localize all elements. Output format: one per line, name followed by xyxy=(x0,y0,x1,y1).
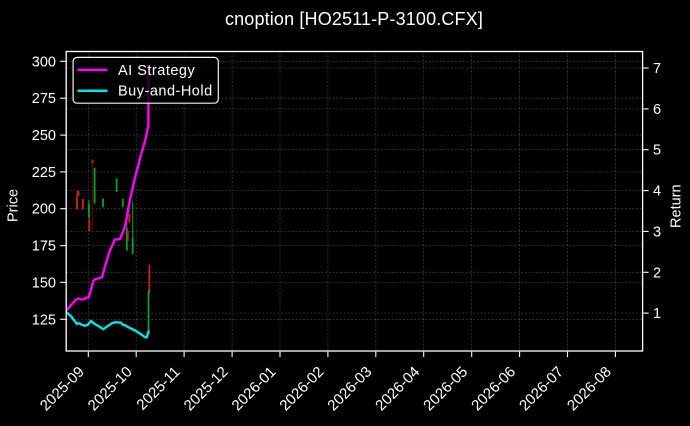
svg-text:250: 250 xyxy=(32,128,56,144)
svg-text:175: 175 xyxy=(32,239,56,255)
svg-text:Price: Price xyxy=(6,189,22,222)
svg-text:150: 150 xyxy=(32,275,56,291)
svg-text:125: 125 xyxy=(32,312,56,328)
svg-text:5: 5 xyxy=(653,143,661,159)
svg-text:6: 6 xyxy=(653,102,661,118)
svg-text:Buy-and-Hold: Buy-and-Hold xyxy=(118,84,213,100)
svg-text:200: 200 xyxy=(32,202,56,218)
svg-text:3: 3 xyxy=(653,224,661,240)
svg-text:cnoption [HO2511-P-3100.CFX]: cnoption [HO2511-P-3100.CFX] xyxy=(225,9,483,29)
svg-text:225: 225 xyxy=(32,165,56,181)
svg-text:4: 4 xyxy=(653,184,661,200)
svg-text:1: 1 xyxy=(653,306,661,322)
svg-text:AI Strategy: AI Strategy xyxy=(118,63,195,79)
svg-text:7: 7 xyxy=(653,61,661,77)
svg-text:Return: Return xyxy=(668,184,684,228)
svg-text:300: 300 xyxy=(32,54,56,70)
svg-text:275: 275 xyxy=(32,91,56,107)
svg-text:2: 2 xyxy=(653,265,661,281)
